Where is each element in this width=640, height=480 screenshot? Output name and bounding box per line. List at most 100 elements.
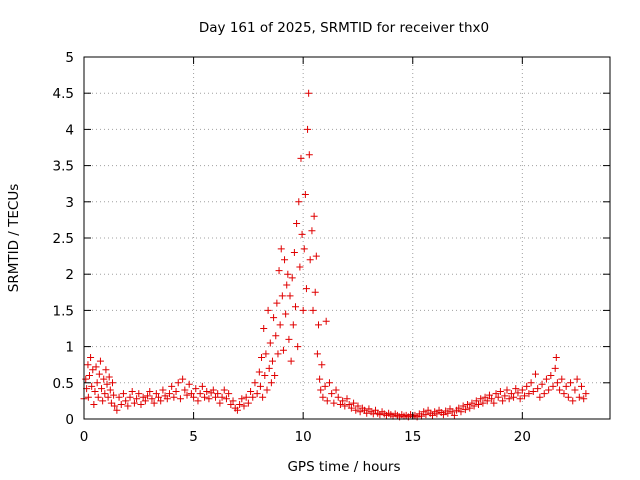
data-point — [564, 393, 572, 401]
data-point — [347, 404, 355, 412]
data-point — [545, 386, 553, 394]
data-point — [87, 353, 95, 361]
data-point — [113, 406, 121, 414]
data-point — [464, 401, 472, 409]
data-point — [277, 245, 285, 253]
y-tick-label: 4.5 — [53, 86, 74, 102]
data-point — [255, 368, 263, 376]
data-point — [115, 393, 123, 401]
data-point — [289, 321, 297, 329]
data-point — [352, 406, 360, 414]
x-axis-label: GPS time / hours — [287, 459, 400, 475]
data-point — [85, 372, 93, 380]
data-point — [573, 375, 581, 383]
data-point — [98, 385, 106, 393]
data-point — [90, 401, 98, 409]
data-point — [305, 89, 313, 97]
data-point — [444, 409, 452, 417]
data-point — [450, 411, 458, 419]
data-point — [531, 370, 539, 378]
data-point — [309, 306, 317, 314]
data-point — [93, 379, 101, 387]
data-point — [106, 386, 114, 394]
data-point — [439, 411, 447, 419]
data-point — [297, 154, 305, 162]
data-point — [418, 412, 426, 420]
data-point — [187, 390, 195, 398]
data-point — [345, 401, 353, 409]
data-point — [249, 393, 257, 401]
data-point — [334, 393, 342, 401]
data-point — [198, 382, 206, 390]
y-tick-label: 2.5 — [53, 231, 74, 247]
data-point — [272, 332, 280, 340]
data-point — [262, 350, 270, 358]
data-point — [101, 390, 109, 398]
data-point — [325, 379, 333, 387]
data-point — [225, 390, 233, 398]
data-point — [507, 390, 515, 398]
data-point — [165, 390, 173, 398]
data-point — [95, 370, 103, 378]
data-point — [214, 390, 222, 398]
data-point — [203, 387, 211, 395]
data-point — [294, 343, 302, 351]
data-point — [220, 386, 228, 394]
data-point — [485, 391, 493, 399]
data-point — [534, 385, 542, 393]
data-point — [201, 393, 209, 401]
data-point — [236, 401, 244, 409]
data-point — [322, 317, 330, 325]
data-point — [94, 393, 102, 401]
data-point — [503, 386, 511, 394]
data-point — [155, 393, 163, 401]
data-point — [278, 292, 286, 300]
data-point — [523, 382, 531, 390]
data-point — [137, 401, 145, 409]
data-point — [580, 395, 588, 403]
y-tick-label: 3 — [65, 195, 74, 211]
data-point — [271, 372, 279, 380]
data-point — [301, 191, 309, 199]
data-point — [305, 151, 313, 159]
data-point — [209, 386, 217, 394]
data-point — [181, 386, 189, 394]
x-tick-label: 10 — [295, 429, 312, 445]
data-point — [174, 379, 182, 387]
data-point — [304, 125, 312, 133]
data-point — [575, 393, 583, 401]
data-point — [569, 397, 577, 405]
data-point — [556, 386, 564, 394]
data-point — [319, 393, 327, 401]
data-point — [126, 393, 134, 401]
ticks-layer: 0 0.5 1 1.5 2 2.5 3 3.5 4 4.5 5 0 5 10 15 20 — [53, 50, 610, 445]
data-point — [311, 288, 319, 296]
data-point — [369, 410, 377, 418]
data-point — [330, 399, 338, 407]
data-point — [124, 402, 132, 410]
data-point — [549, 382, 557, 390]
data-point — [284, 270, 292, 278]
data-point — [339, 397, 347, 405]
data-point — [82, 375, 90, 383]
data-point — [150, 399, 158, 407]
data-point — [428, 411, 436, 419]
data-point — [317, 386, 325, 394]
data-point — [265, 364, 273, 372]
data-point — [270, 314, 278, 322]
data-point — [499, 397, 507, 405]
data-point — [238, 395, 246, 403]
data-point — [274, 350, 282, 358]
data-point — [108, 379, 116, 387]
data-point — [282, 310, 290, 318]
data-point — [296, 263, 304, 271]
data-point — [240, 402, 248, 410]
y-tick-label: 5 — [65, 50, 74, 66]
data-point — [194, 397, 202, 405]
data-point — [336, 401, 344, 409]
data-point — [448, 408, 456, 416]
data-point — [299, 306, 307, 314]
data-point — [512, 385, 520, 393]
data-point — [494, 393, 502, 401]
